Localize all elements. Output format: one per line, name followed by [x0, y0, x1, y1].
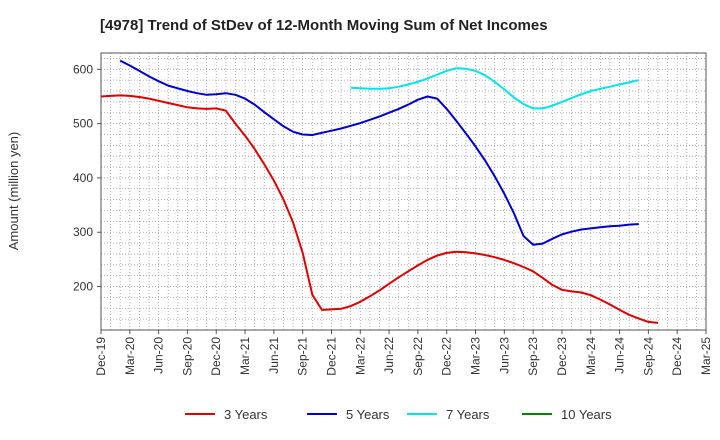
x-tick-label: Mar-24: [584, 337, 598, 375]
x-tick-label: Jun-20: [152, 337, 166, 374]
x-tick-label: Mar-25: [699, 337, 713, 375]
plot-frame: [100, 52, 707, 331]
legend-label: 3 Years: [224, 407, 268, 422]
y-tick-label: 400: [73, 171, 93, 185]
x-tick-label: Jun-22: [382, 337, 396, 374]
y-axis-label: Amount (million yen): [6, 132, 21, 251]
y-tick-labels: 200 300 400 500 600: [73, 62, 101, 294]
series-line-3-years: [100, 94, 659, 324]
y-tick-label: 600: [73, 62, 93, 76]
x-tick-label: Dec-23: [555, 337, 569, 376]
series-line-7-years: [350, 67, 640, 110]
series-line-5-years: [119, 59, 639, 246]
chart-title: [4978] Trend of StDev of 12-Month Moving…: [100, 17, 548, 34]
y-tick-label: 500: [73, 117, 93, 131]
y-tick-label: 300: [73, 225, 93, 239]
x-tick-label: Dec-22: [440, 337, 454, 376]
x-tick-label: Mar-20: [123, 337, 137, 375]
x-tick-label: Sep-21: [296, 337, 310, 376]
x-tick-label: Jun-24: [613, 337, 627, 374]
x-tick-label: Jun-21: [267, 337, 281, 374]
legend-item-5-years: 5 Years: [307, 407, 390, 422]
x-tick-label: Dec-24: [670, 337, 684, 376]
x-tick-label: Sep-20: [180, 337, 194, 376]
x-tick-label: Sep-22: [411, 337, 425, 376]
legend-label: 10 Years: [561, 407, 612, 422]
legend-label: 7 Years: [446, 407, 490, 422]
x-tick-label: Dec-21: [324, 337, 338, 376]
grid: [101, 53, 706, 330]
legend-item-3-years: 3 Years: [185, 407, 268, 422]
y-tick-label: 200: [73, 280, 93, 294]
x-tick-label: Dec-19: [94, 337, 108, 376]
legend-item-7-years: 7 Years: [407, 407, 490, 422]
legend: 3 Years 5 Years 7 Years 10 Years: [185, 407, 612, 422]
x-tick-label: Dec-20: [209, 337, 223, 376]
x-tick-labels: Dec-19 Mar-20 Jun-20 Sep-20 Dec-20 Mar-21 Jun-…: [94, 330, 713, 376]
x-tick-label: Sep-23: [526, 337, 540, 376]
x-tick-label: Sep-24: [641, 337, 655, 376]
x-tick-label: Mar-22: [353, 337, 367, 375]
series-layer: [100, 59, 659, 324]
x-tick-label: Jun-23: [497, 337, 511, 374]
x-tick-label: Mar-23: [469, 337, 483, 375]
legend-label: 5 Years: [346, 407, 390, 422]
x-tick-label: Mar-21: [238, 337, 252, 375]
legend-item-10-years: 10 Years: [522, 407, 612, 422]
